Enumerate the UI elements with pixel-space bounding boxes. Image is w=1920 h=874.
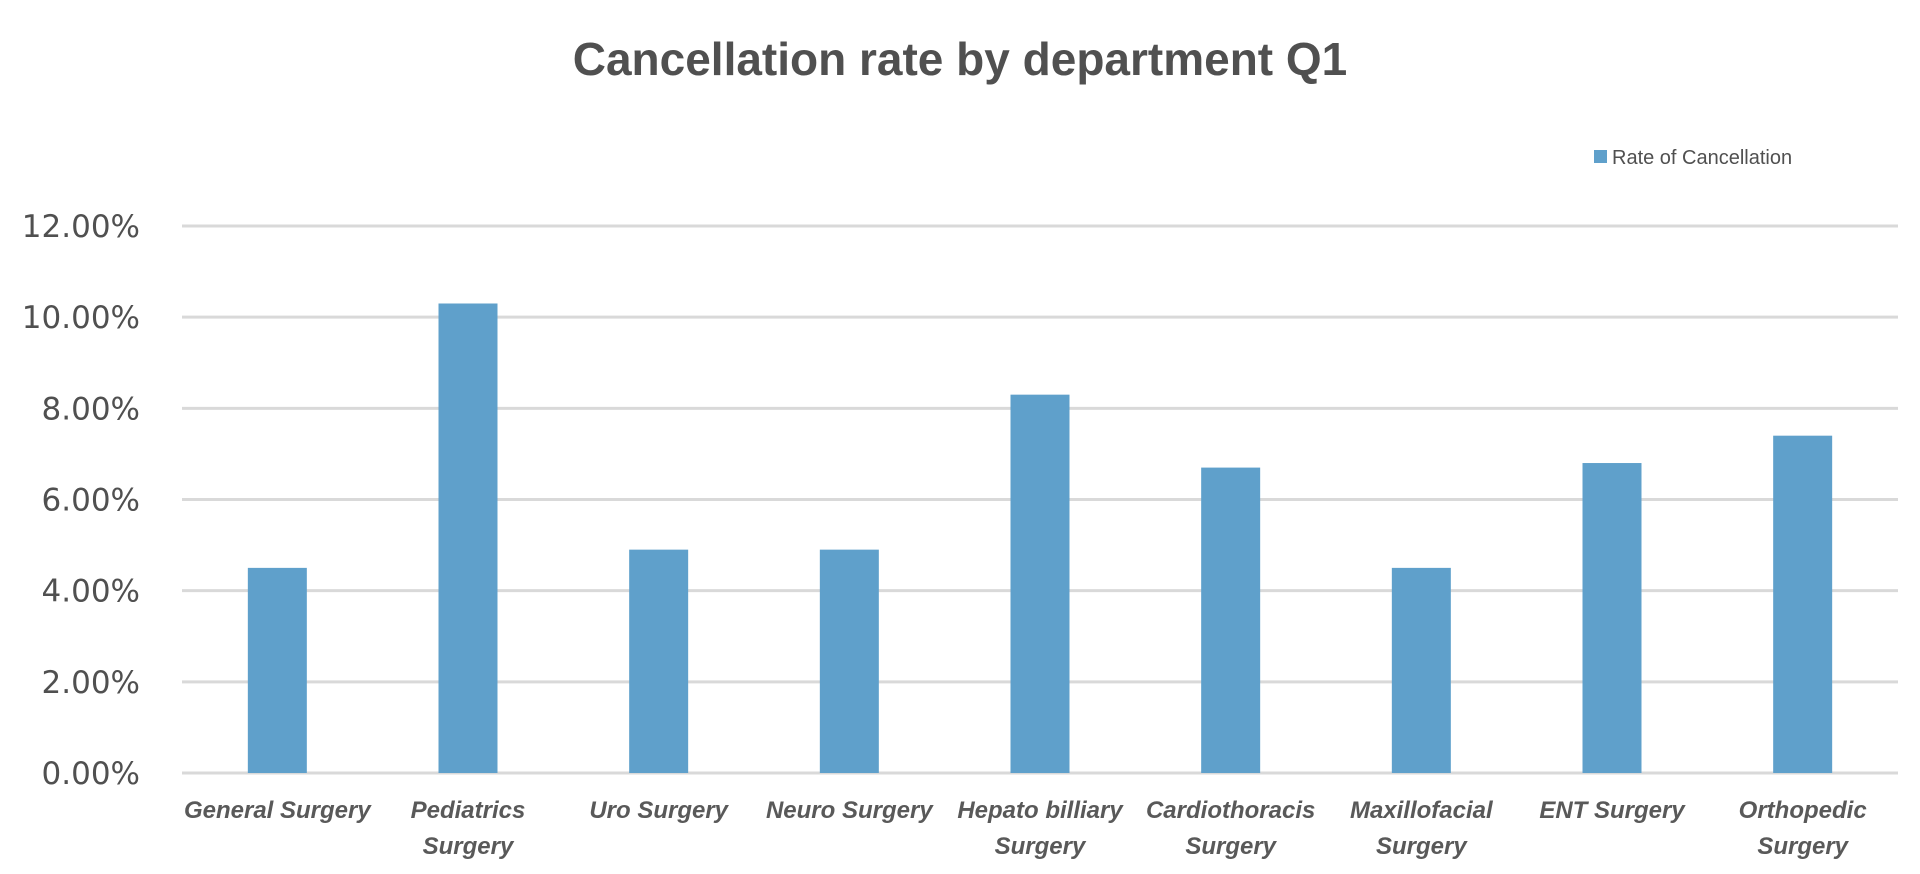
bar [438,303,498,773]
y-tick-label: 6.00% [42,483,140,519]
bar [247,567,307,773]
x-tick-label: Cardiothoracis Surgery [1146,797,1315,860]
bar [629,549,689,773]
x-tick-label: Orthopedic Surgery [1739,797,1867,860]
x-tick-label: Uro Surgery [589,797,729,824]
x-tick-label: Hepato billiary Surgery [957,797,1124,860]
x-tick-label: Pediatrics Surgery [411,797,526,860]
legend-label: Rate of Cancellation [1612,147,1792,169]
x-tick-label: General Surgery [184,797,372,824]
bar [1201,467,1261,773]
bars [247,303,1833,773]
x-tick-label: Maxillofacial Surgery [1350,797,1494,860]
y-tick-label: 12.00% [22,209,140,245]
y-tick-label: 10.00% [22,300,140,336]
x-tick-label: Neuro Surgery [766,797,934,824]
bar [1773,435,1833,773]
legend: Rate of Cancellation [1594,147,1792,169]
y-tick-label: 2.00% [42,665,140,701]
x-axis-tick-labels: General Surgery Pediatrics Surgery Uro Surg… [184,797,1867,860]
y-tick-label: 8.00% [42,391,140,427]
y-axis-tick-labels: 0.00% 2.00% 4.00% 6.00% 8.00% 10.00% 12.00% [22,209,140,792]
x-tick-label: ENT Surgery [1539,797,1686,824]
bar [819,549,879,773]
chart-title: Cancellation rate by department Q1 [573,33,1348,85]
y-tick-label: 0.00% [42,756,140,792]
y-tick-label: 4.00% [42,574,140,610]
bar [1391,567,1451,773]
bar [1582,463,1642,773]
legend-swatch [1594,150,1607,163]
bar [1010,394,1070,773]
